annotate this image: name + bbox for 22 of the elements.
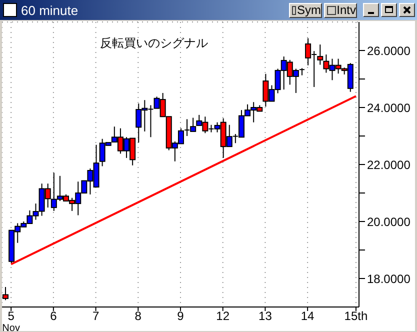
x-tick-label: 15th bbox=[344, 309, 368, 323]
candlestick bbox=[298, 68, 305, 76]
candlestick bbox=[317, 44, 324, 66]
y-tick-label: 22.0000 bbox=[367, 158, 411, 172]
x-tick-label: 13 bbox=[258, 309, 272, 323]
text: Sym bbox=[297, 3, 321, 17]
x-tick-label: 5 bbox=[8, 309, 15, 323]
x-tick-label: 9 bbox=[177, 309, 184, 323]
y-tick-label: 24.0000 bbox=[367, 100, 411, 115]
x-tick-label: 7 bbox=[92, 309, 100, 323]
chart-title: 60 minute bbox=[21, 2, 78, 18]
x-tick-label: 14 bbox=[300, 309, 315, 323]
candlestick bbox=[2, 286, 8, 301]
x-tick-label: 8 bbox=[134, 309, 142, 323]
x-tick-label: 12 bbox=[216, 309, 230, 323]
text: Nov bbox=[2, 323, 20, 332]
y-tick-label: 20.0000 bbox=[367, 214, 411, 229]
y-tick-label: 18.0000 bbox=[367, 272, 411, 286]
x-tick-label: 6 bbox=[50, 309, 58, 323]
text: Intv bbox=[336, 3, 356, 17]
annotation: 反転買いのシグナル bbox=[100, 35, 208, 52]
y-tick-label: 26.0000 bbox=[367, 44, 411, 58]
